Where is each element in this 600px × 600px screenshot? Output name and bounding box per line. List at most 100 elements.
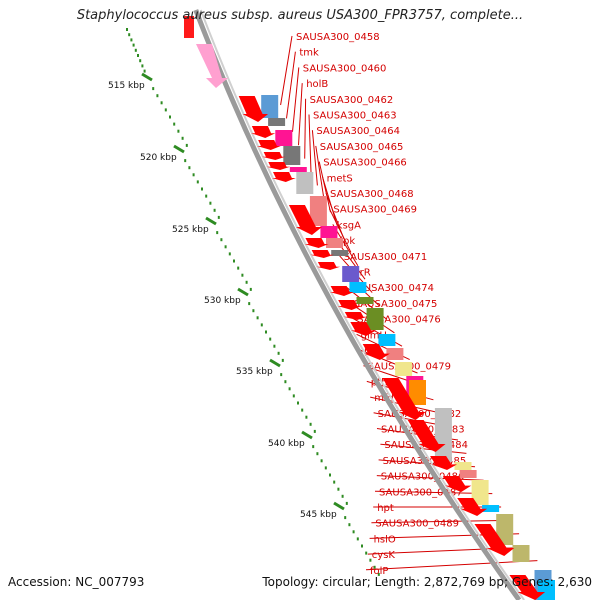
ruler-minor-tick xyxy=(277,351,280,355)
ruler-minor-tick xyxy=(245,280,248,284)
gene-label: hpt xyxy=(377,503,394,514)
ruler-label: 535 kbp xyxy=(236,367,273,377)
label-leader-line xyxy=(376,475,484,481)
ruler-minor-tick xyxy=(248,302,251,306)
backbone-strand xyxy=(193,9,522,600)
label-leader-line xyxy=(371,519,511,524)
genome-backbone xyxy=(193,9,525,600)
ruler-minor-tick xyxy=(329,473,331,477)
gene-label: SAUSA300_0463 xyxy=(313,111,397,122)
ruler-minor-tick xyxy=(177,129,180,133)
ruler-minor-tick xyxy=(141,64,144,68)
cog-block xyxy=(261,95,279,118)
gene-label: SAUSA300_0471 xyxy=(344,252,428,263)
ruler-minor-tick xyxy=(256,316,259,320)
ruler-minor-tick xyxy=(237,266,240,270)
gene-arrow xyxy=(407,420,446,452)
gene-label: folP xyxy=(370,566,388,577)
ruler-major-tick xyxy=(205,216,217,226)
ruler-minor-tick xyxy=(160,101,163,105)
gene-arrow xyxy=(261,152,286,160)
ruler-minor-tick xyxy=(233,259,235,263)
gene-label: SAUSA300_0476 xyxy=(357,315,441,326)
ruler-label: 545 kbp xyxy=(300,510,337,520)
gene-label: glmU xyxy=(361,330,387,341)
ruler-minor-tick xyxy=(201,187,203,191)
ruler-minor-tick xyxy=(241,273,244,277)
gene-arrow xyxy=(251,126,276,138)
ruler-minor-tick xyxy=(184,159,187,163)
ruler-minor-tick xyxy=(309,422,312,426)
ruler-minor-tick xyxy=(312,445,315,449)
ruler-minor-tick xyxy=(284,380,287,384)
ruler-minor-tick xyxy=(292,394,295,398)
ruler-minor-tick xyxy=(316,452,319,456)
cog-block xyxy=(378,334,396,346)
ruler-minor-tick xyxy=(361,544,363,548)
label-leader-line xyxy=(322,177,338,226)
ruler-label: 520 kbp xyxy=(140,153,177,163)
ruler-minor-tick xyxy=(348,523,351,527)
ruler-minor-tick xyxy=(269,337,272,341)
gene-label: SAUSA300_0460 xyxy=(303,63,387,74)
cog-block xyxy=(326,238,343,248)
gene-label: ksgA xyxy=(337,220,361,231)
ruler-minor-tick xyxy=(188,166,191,170)
gene-arrow xyxy=(474,524,515,556)
ruler-major-tick xyxy=(333,501,345,511)
cog-block xyxy=(356,297,374,304)
label-leader-line xyxy=(318,161,331,213)
ruler-minor-tick xyxy=(217,215,220,219)
label-leader-line xyxy=(365,560,538,571)
gene-arrow xyxy=(266,162,291,170)
ruler-major-tick xyxy=(141,72,153,82)
gene-label: SAUSA300_0468 xyxy=(330,189,414,200)
label-leader-line xyxy=(315,145,325,199)
ruler-minor-tick xyxy=(333,480,336,484)
ruler-minor-tick xyxy=(192,173,195,177)
ruler-minor-tick xyxy=(337,487,340,491)
label-leader-line xyxy=(328,208,352,253)
cog-block xyxy=(459,470,477,478)
ruler-minor-tick xyxy=(156,94,159,98)
ruler-minor-tick xyxy=(341,494,344,498)
label-leader-line xyxy=(311,130,318,186)
ruler-minor-tick xyxy=(320,459,323,463)
ruler-minor-tick xyxy=(265,330,267,334)
gene-arrow xyxy=(304,238,329,248)
cog-block xyxy=(409,380,426,405)
ruler-minor-tick xyxy=(345,501,348,505)
gene-label: ipk xyxy=(340,236,355,247)
ruler-minor-tick xyxy=(216,231,219,235)
ruler-label: 540 kbp xyxy=(268,439,305,449)
position-ruler: 515 kbp 520 kbp 525 kbp 530 kbp 535 kbp 540 k… xyxy=(108,28,380,576)
ruler-minor-tick xyxy=(365,551,368,555)
ruler-minor-tick xyxy=(134,48,137,52)
ruler-minor-tick xyxy=(132,43,135,47)
ruler-minor-tick xyxy=(185,143,188,147)
ruler-label: 530 kbp xyxy=(204,296,241,306)
gene-arrow xyxy=(430,456,458,470)
gene-label: SAUSA300_0487 xyxy=(379,487,463,498)
ruler-minor-tick xyxy=(249,287,252,291)
cog-block xyxy=(349,282,367,293)
map-title: Staphylococcus aureus subsp. aureus USA3… xyxy=(76,8,524,23)
cog-block xyxy=(395,362,413,376)
ruler-minor-tick xyxy=(377,572,380,576)
ruler-label: 525 kbp xyxy=(172,225,209,235)
ruler-minor-tick xyxy=(128,33,131,37)
gene-arrow xyxy=(256,140,281,150)
gene-arrow xyxy=(509,575,546,600)
ruler-minor-tick xyxy=(356,537,359,541)
gene-label: SAUSA300_0465 xyxy=(320,142,404,153)
ruler-minor-tick xyxy=(220,238,223,242)
ruler-minor-tick xyxy=(143,69,146,73)
gene-arrow xyxy=(343,312,368,320)
ruler-minor-tick xyxy=(152,87,155,91)
ruler-minor-tick xyxy=(126,28,128,31)
ruler-minor-tick xyxy=(281,358,284,362)
label-leader-line xyxy=(280,35,293,106)
